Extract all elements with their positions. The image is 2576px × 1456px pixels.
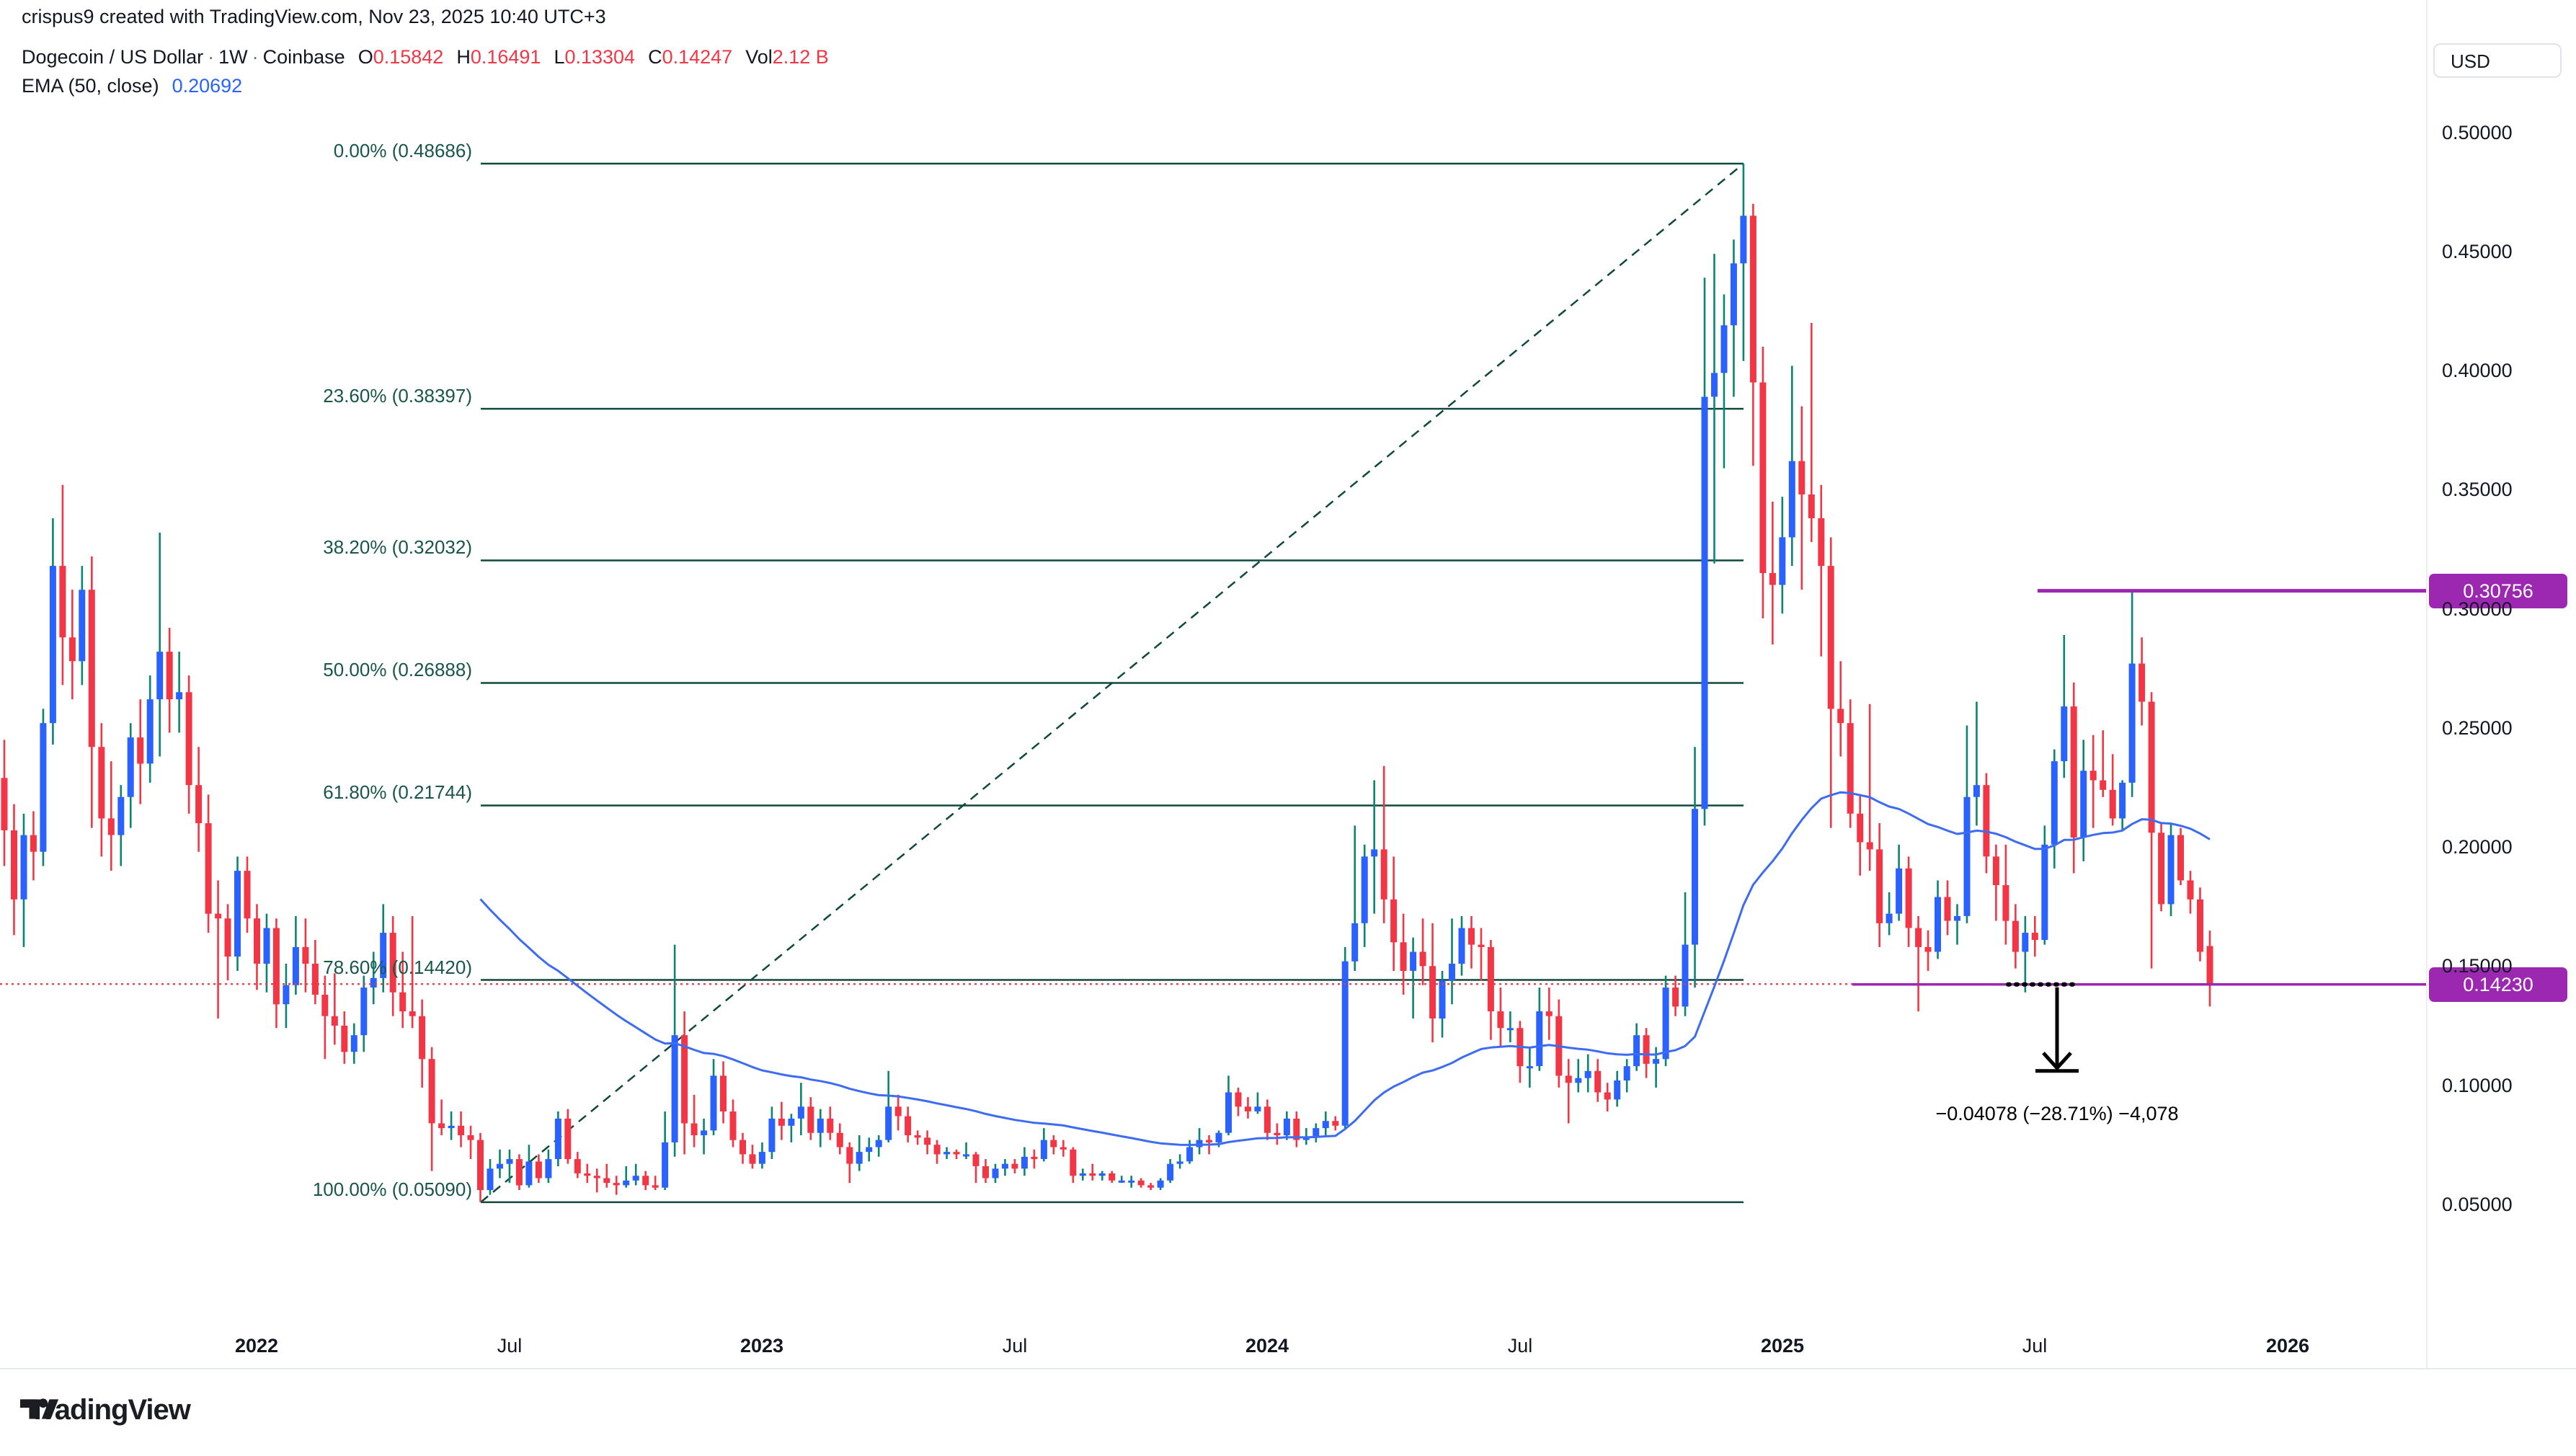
price-axis-label: 0.45000 — [2442, 240, 2513, 262]
fib-level-label: 50.00% (0.26888) — [323, 659, 472, 681]
open-label: O — [357, 46, 373, 68]
price-axis-label: 0.05000 — [2442, 1193, 2513, 1215]
price-axis-label: 0.40000 — [2442, 360, 2513, 382]
volume-label: Vol — [745, 46, 773, 68]
symbol-legend-row[interactable]: Dogecoin / US Dollar · 1W · Coinbase O0.15842… — [22, 46, 829, 68]
currency-unit-button[interactable]: USD — [2433, 43, 2562, 78]
tradingview-wordmark: TradingView — [29, 1394, 191, 1426]
legend-separator: · — [252, 46, 259, 68]
ema-legend-row[interactable]: EMA (50, close) 0.20692 — [22, 75, 242, 97]
time-axis-label: Jul — [1507, 1335, 1533, 1357]
fib-level-label: 100.00% (0.05090) — [312, 1178, 472, 1200]
price-axis-label: 0.20000 — [2442, 836, 2513, 858]
price-axis-label: 0.50000 — [2442, 121, 2513, 143]
price-axis[interactable] — [2427, 0, 2576, 1368]
high-label: H — [456, 46, 471, 68]
ema-line[interactable] — [479, 791, 2211, 1146]
ema-value: 0.20692 — [172, 75, 243, 97]
volume-value: 2.12 B — [772, 46, 829, 68]
fib-level-label: 61.80% (0.21744) — [323, 781, 472, 804]
attribution-text: crispus9 created with TradingView.com, N… — [22, 6, 606, 27]
close-value: 0.14247 — [662, 46, 733, 68]
tradingview-branding: TradingView — [19, 1394, 191, 1426]
price-alert-tag-high: 0.30756 — [2429, 573, 2567, 608]
ema-label: EMA (50, close) — [22, 75, 159, 97]
time-axis-label: Jul — [497, 1335, 523, 1357]
legend-separator: · — [208, 46, 215, 68]
fib-level-label: 0.00% (0.48686) — [333, 140, 472, 162]
fib-level-label: 78.60% (0.14420) — [323, 956, 472, 978]
price-alert-tag-low: 0.14230 — [2429, 967, 2567, 1002]
price-axis-label: 0.15000 — [2442, 955, 2513, 977]
fib-level-label: 23.60% (0.38397) — [323, 385, 472, 407]
measure-arrow[interactable] — [2006, 982, 2081, 1073]
time-axis-label: Jul — [2022, 1335, 2048, 1357]
time-axis-label: 2022 — [234, 1335, 279, 1357]
price-axis-label: 0.30000 — [2442, 598, 2513, 620]
price-axis-label: 0.10000 — [2442, 1074, 2513, 1096]
time-axis-divider — [0, 1368, 2576, 1370]
time-axis-label: 2024 — [1245, 1335, 1289, 1357]
low-label: L — [554, 46, 565, 68]
measure-annotation-text: −0.04078 (−28.71%) −4,078 — [1935, 1102, 2179, 1124]
high-value: 0.16491 — [470, 46, 541, 68]
fib-level-label: 38.20% (0.32032) — [323, 536, 472, 559]
time-axis-label: Jul — [1002, 1335, 1028, 1357]
symbol-title: Dogecoin / US Dollar — [22, 46, 204, 68]
interval-label: 1W — [218, 46, 248, 68]
price-axis-label: 0.25000 — [2442, 716, 2513, 739]
time-axis-label: 2025 — [1760, 1335, 1805, 1357]
open-value: 0.15842 — [373, 46, 444, 68]
exchange-label: Coinbase — [262, 46, 345, 68]
time-axis-label: 2026 — [2265, 1335, 2310, 1357]
candlestick-series[interactable] — [1, 164, 2213, 1202]
price-axis-label: 0.35000 — [2442, 479, 2513, 501]
price-axis-divider — [2426, 0, 2428, 1368]
fib-trendline[interactable] — [480, 163, 1744, 1203]
close-label: C — [648, 46, 662, 68]
low-value: 0.13304 — [564, 46, 636, 68]
time-axis-label: 2023 — [740, 1335, 784, 1357]
